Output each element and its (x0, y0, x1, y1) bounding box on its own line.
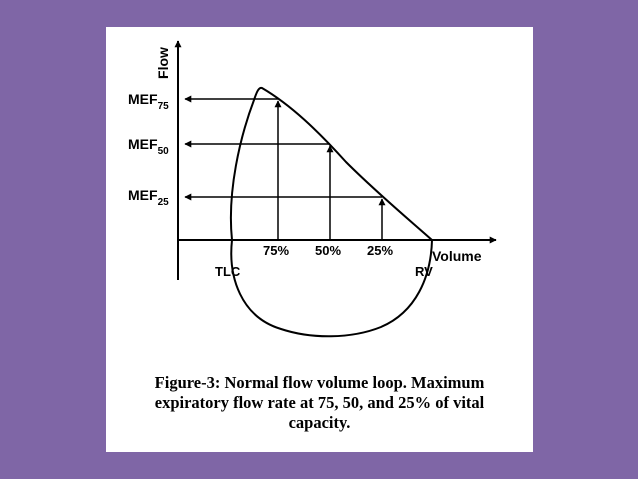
flow-volume-diagram: Flow Volume MEF75 MEF50 MEF25 (128, 40, 497, 338)
tlc-label: TLC (215, 264, 241, 279)
volume75-label: 75% (263, 243, 289, 258)
rv-label: RV (415, 264, 433, 279)
figure-caption: Figure-3: Normal flow volume loop. Maxim… (106, 373, 533, 433)
mef50-label: MEF50 (128, 136, 169, 157)
volume25-label: 25% (367, 243, 393, 258)
caption-line-1: Figure-3: Normal flow volume loop. Maxim… (154, 373, 485, 392)
figure-card: Flow Volume MEF75 MEF50 MEF25 (106, 27, 533, 452)
caption-line-2: expiratory flow rate at 75, 50, and 25% … (154, 393, 485, 412)
mef75-label: MEF75 (128, 91, 169, 112)
volume50-label: 50% (315, 243, 341, 258)
y-axis-label: Flow (155, 47, 171, 79)
inspiratory-flow-curve (230, 239, 433, 338)
x-axis-label: Volume (432, 248, 482, 264)
expiratory-flow-curve (229, 86, 433, 241)
caption-line-3: capacity. (288, 413, 351, 432)
mef25-label: MEF25 (128, 187, 169, 208)
